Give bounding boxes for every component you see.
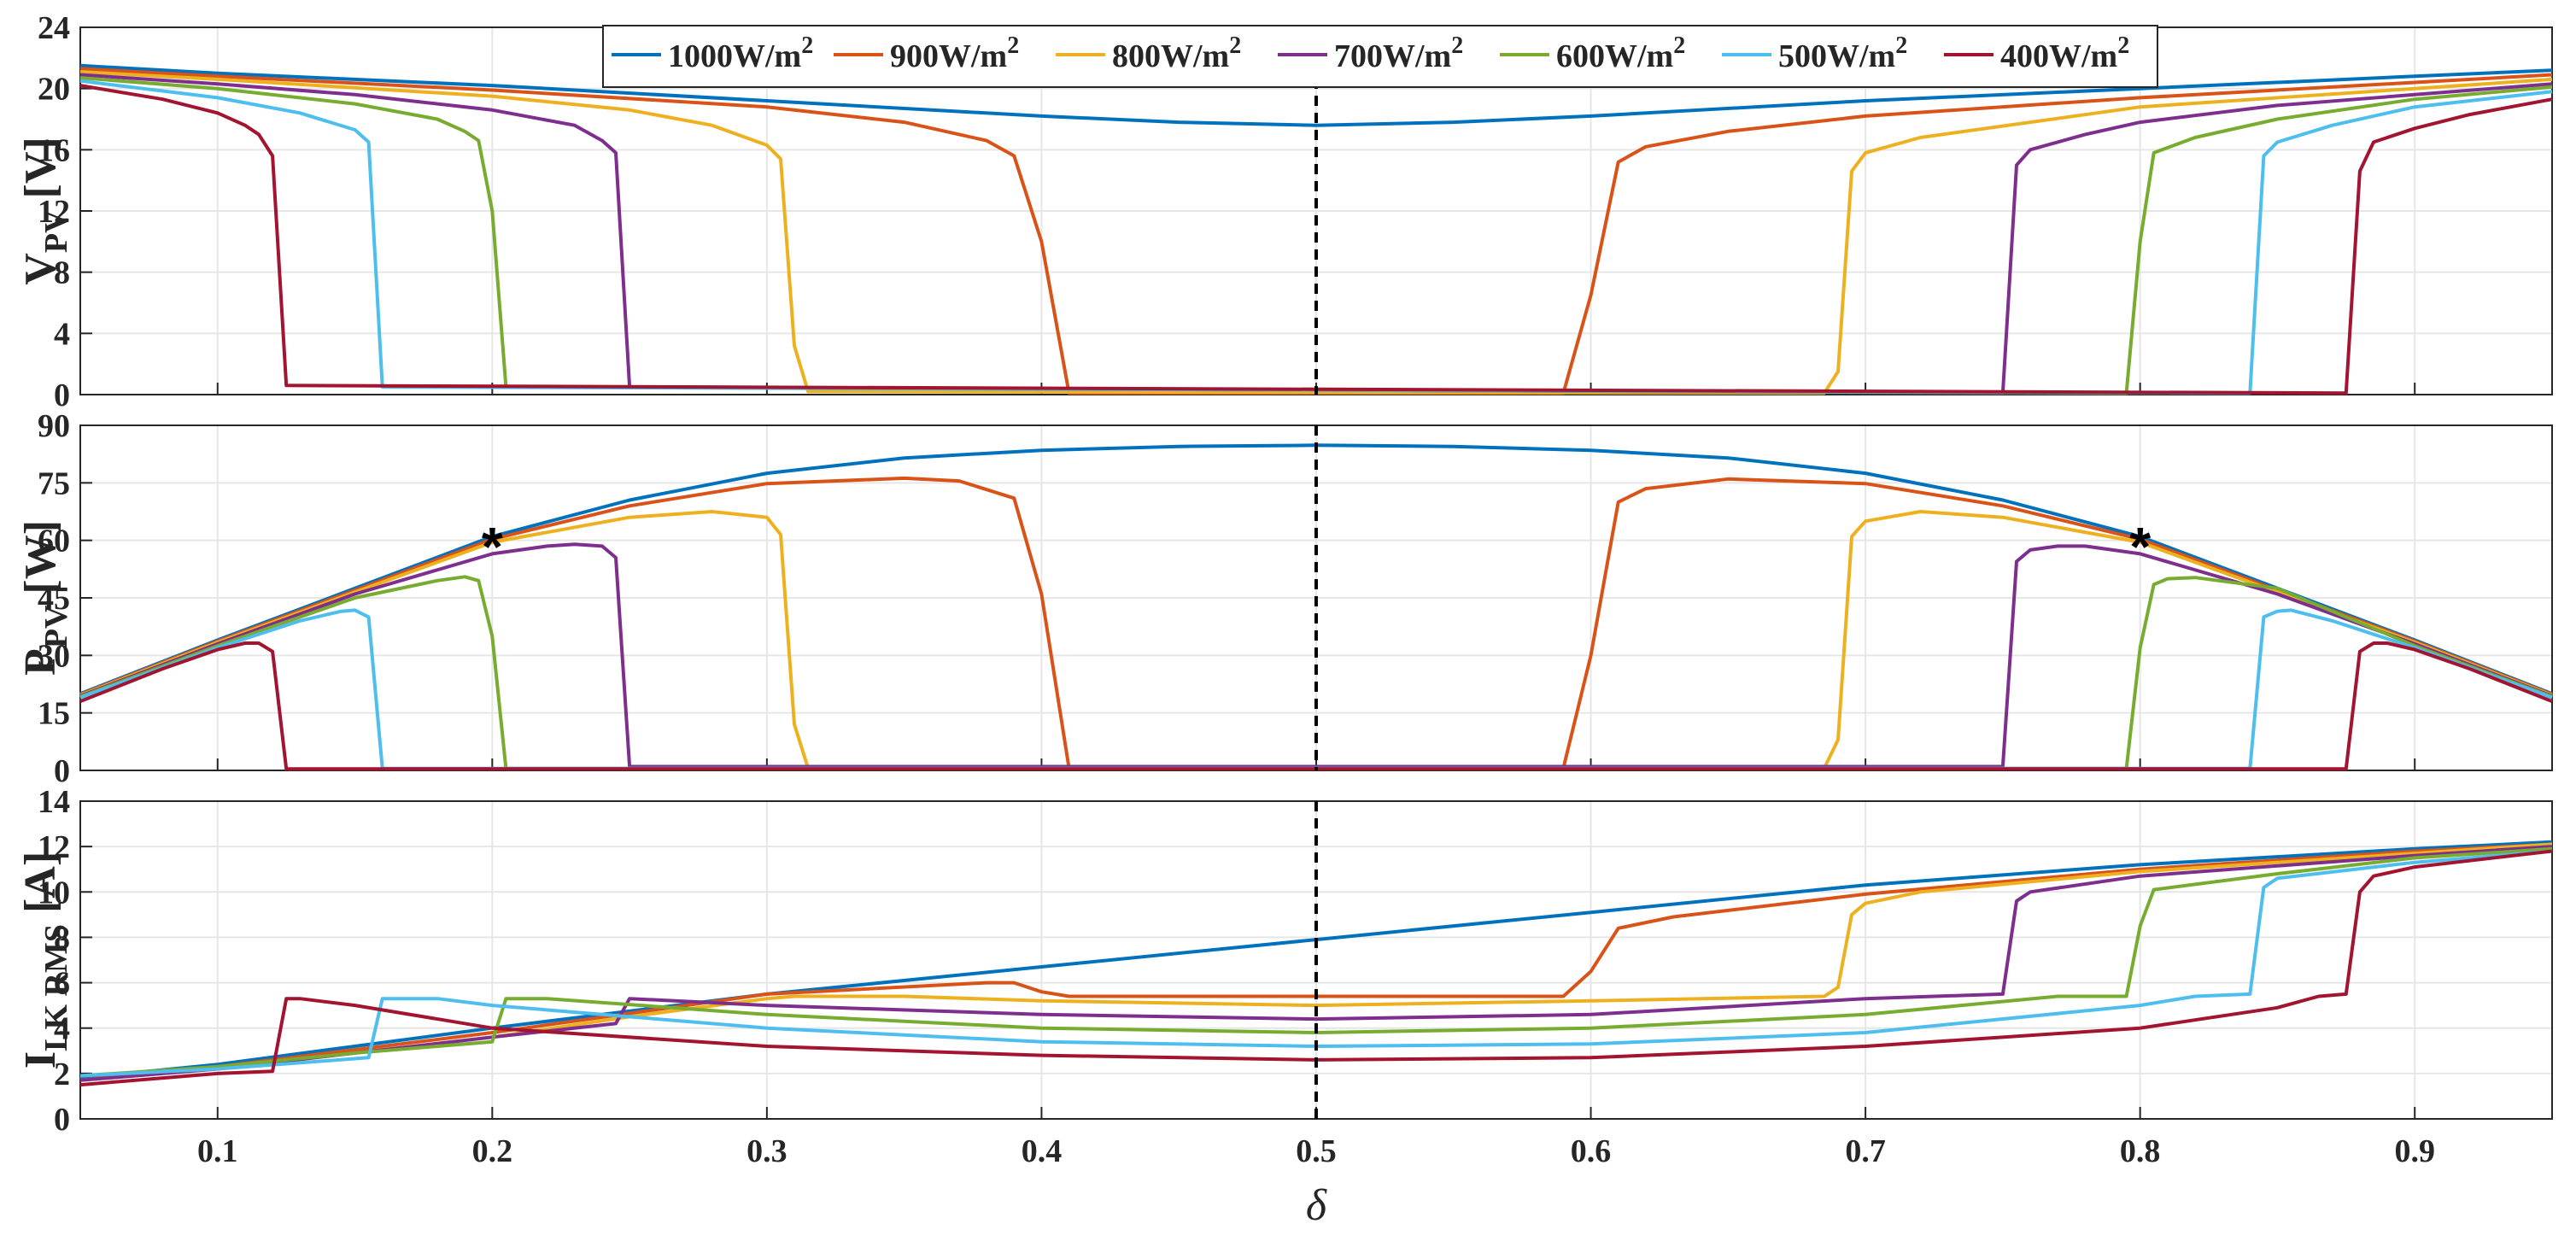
ytick-label-ilk-1: 2 (54, 1057, 70, 1092)
ytick-label-ilk-7: 14 (38, 784, 70, 820)
series-line-ilk-6 (79, 849, 2553, 1087)
xtick-label-6: 0.7 (1845, 1133, 1886, 1169)
marker-ppv-1: * (2129, 516, 2151, 577)
xtick-label-4: 0.5 (1296, 1133, 1337, 1169)
ytick-label-ppv-1: 15 (38, 696, 70, 732)
marker-ppv-0: * (482, 516, 503, 577)
series-line-ppv-3 (79, 542, 2553, 769)
series-line-ilk-3 (79, 845, 2553, 1082)
ytick-label-vpv-1: 4 (54, 316, 70, 352)
ytick-label-ilk-2: 4 (54, 1011, 70, 1047)
xtick-label-2: 0.3 (746, 1133, 787, 1169)
xtick-label-5: 0.6 (1571, 1133, 1612, 1169)
xtick-label-1: 0.2 (472, 1133, 513, 1169)
series-line-vpv-0 (79, 63, 2553, 127)
ytick-label-ppv-4: 60 (38, 524, 70, 559)
series-line-vpv-6 (79, 84, 2553, 395)
xlabel: δ (1306, 1181, 1327, 1230)
legend-label-1: 900W/m2 (890, 32, 1019, 74)
ytick-label-ilk-6: 12 (38, 829, 70, 865)
ylabel-vpv: VPV [V] (16, 137, 74, 284)
ytick-label-vpv-2: 8 (54, 255, 70, 291)
ytick-label-ppv-6: 90 (38, 408, 70, 444)
ytick-label-vpv-5: 20 (38, 72, 70, 108)
series-line-ilk-4 (79, 846, 2553, 1078)
xtick-label-7: 0.8 (2120, 1133, 2161, 1169)
series-line-ilk-2 (79, 842, 2553, 1082)
legend-label-3: 700W/m2 (1334, 32, 1463, 74)
ylabel-ilk: ILK RMS [A] (16, 852, 74, 1068)
ytick-label-vpv-0: 0 (54, 378, 70, 413)
ytick-label-ppv-5: 75 (38, 465, 70, 501)
panel-ilk: 0 2 4 6 8 10 12 14 ILK RMS [A] (16, 784, 2553, 1138)
ytick-label-vpv-3: 12 (38, 194, 70, 230)
ytick-label-ppv-3: 45 (38, 581, 70, 617)
legend-label-0: 1000W/m2 (668, 32, 813, 74)
legend-label-6: 400W/m2 (2000, 32, 2129, 74)
ytick-label-ilk-0: 0 (54, 1102, 70, 1138)
legend-label-2: 800W/m2 (1112, 32, 1241, 74)
ytick-label-ilk-4: 8 (54, 920, 70, 956)
xtick-label-0: 0.1 (197, 1133, 238, 1169)
ylabel-ppv: PPV [W] (16, 520, 74, 676)
series-line-vpv-2 (79, 70, 2553, 395)
ytick-label-ppv-0: 0 (54, 753, 70, 789)
ytick-label-vpv-6: 24 (38, 10, 70, 46)
xtick-label-8: 0.9 (2394, 1133, 2435, 1169)
panel-vpv: 0 4 8 12 16 20 24 VPV [V] (16, 10, 2553, 413)
panel-ppv: 0 15 30 45 60 75 90 * * PPV [W] (16, 408, 2553, 789)
legend-label-4: 600W/m2 (1556, 32, 1685, 74)
ytick-label-vpv-4: 16 (38, 132, 70, 168)
legend-label-5: 500W/m2 (1778, 32, 1907, 74)
xtick-label-3: 0.4 (1022, 1133, 1063, 1169)
ytick-label-ppv-2: 30 (38, 638, 70, 674)
legend: 1000W/m2 900W/m2 800W/m2 700W/m2 600W/m2 500W… (602, 25, 2158, 88)
ytick-label-ilk-5: 10 (38, 875, 70, 910)
ytick-label-ilk-3: 6 (54, 966, 70, 1002)
